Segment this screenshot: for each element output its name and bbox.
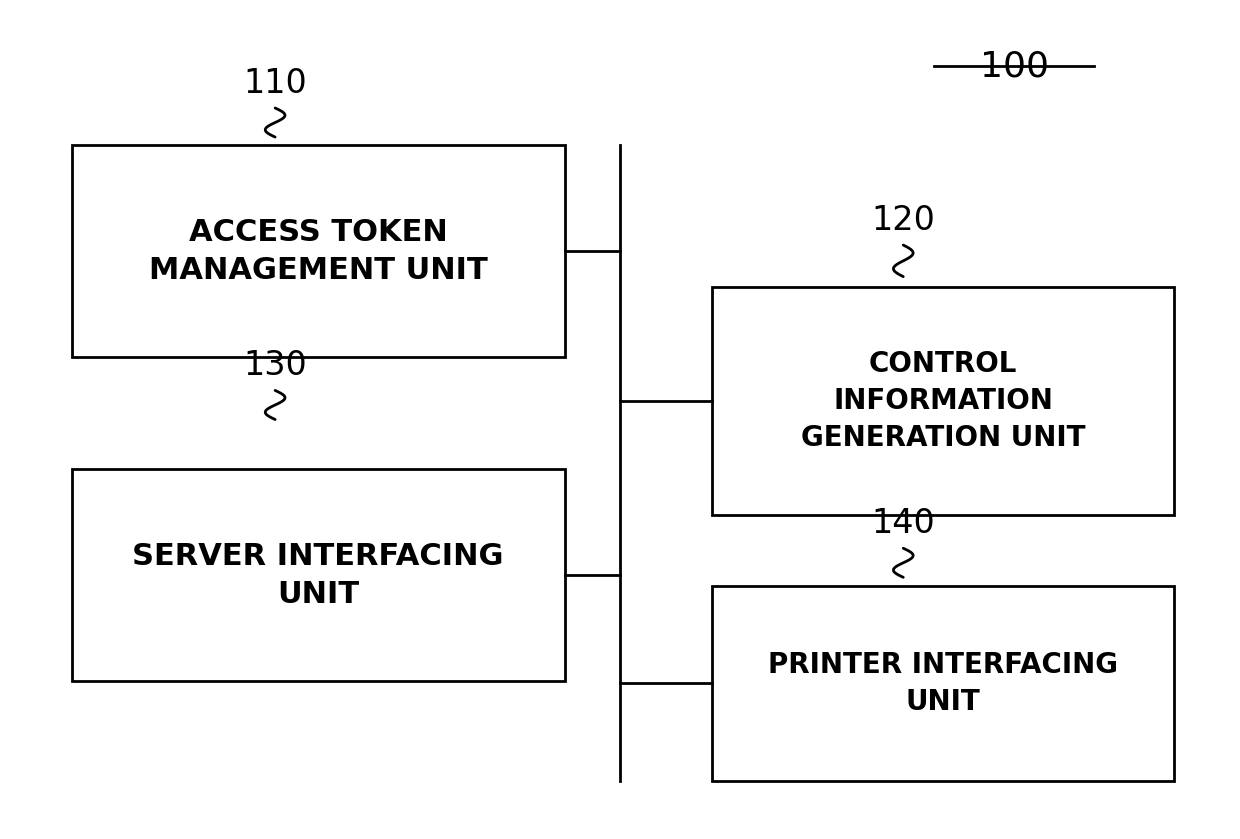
Text: CONTROL
INFORMATION
GENERATION UNIT: CONTROL INFORMATION GENERATION UNIT [801,350,1085,451]
Bar [712,287,1174,515]
Bar [712,586,1174,781]
Text: 120: 120 [872,204,935,237]
Bar [72,145,564,357]
Text: 100: 100 [980,50,1049,84]
Text: 140: 140 [872,507,935,540]
Text: ACCESS TOKEN
MANAGEMENT UNIT: ACCESS TOKEN MANAGEMENT UNIT [149,217,487,285]
Bar [72,469,564,681]
Text: 130: 130 [243,349,308,382]
Text: SERVER INTERFACING
UNIT: SERVER INTERFACING UNIT [133,542,503,609]
Text: 110: 110 [243,66,308,100]
Text: PRINTER INTERFACING
UNIT: PRINTER INTERFACING UNIT [769,651,1118,716]
